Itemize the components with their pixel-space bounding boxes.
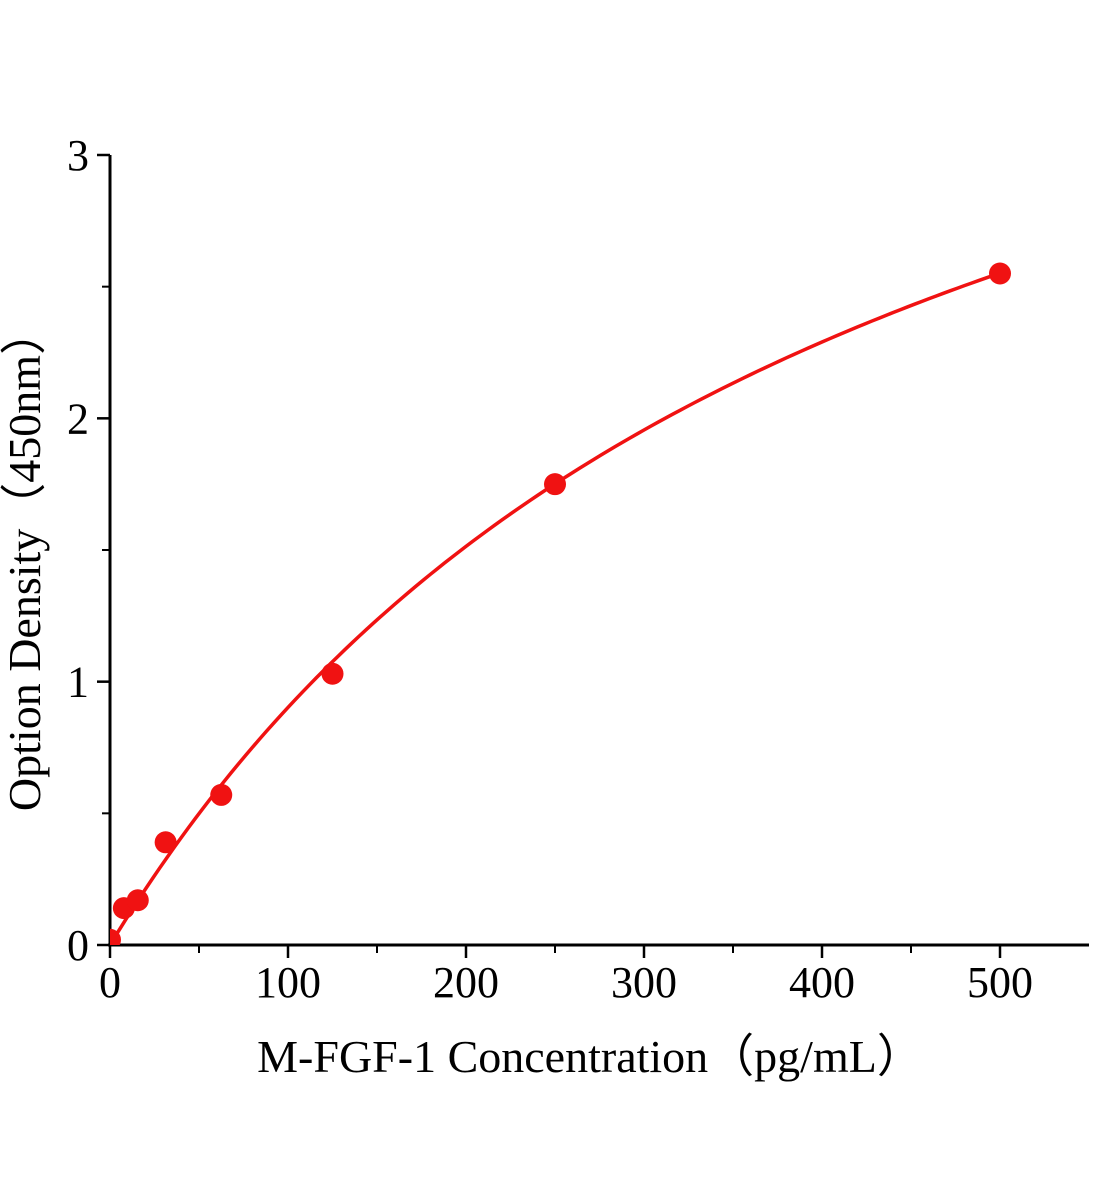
data-point (321, 662, 344, 685)
fit-curve-line (110, 271, 1002, 945)
data-point (110, 928, 121, 945)
y-axis-tick-label: 1 (67, 658, 89, 707)
y-axis-title: Option Density（450nm） (0, 309, 50, 811)
y-axis-tick-label: 2 (67, 394, 89, 443)
data-point (544, 473, 566, 496)
x-axis-tick-label: 200 (433, 958, 499, 1007)
y-axis-tick-label: 3 (67, 131, 89, 180)
data-point (210, 783, 233, 806)
x-axis-tick-label: 100 (255, 958, 321, 1007)
x-axis-title: M-FGF-1 Concentration（pg/mL） (257, 1031, 923, 1082)
data-point (154, 831, 177, 854)
tick-label-layer: 0 100 200 300 400 500 0 1 2 3 (67, 131, 1033, 1007)
x-axis-tick-label: 500 (967, 958, 1033, 1007)
fit-curve-layer (110, 271, 1002, 945)
data-point (989, 262, 1011, 285)
data-points-layer (110, 262, 1011, 945)
x-axis-tick-label: 300 (611, 958, 677, 1007)
x-axis-tick-label: 400 (789, 958, 855, 1007)
x-axis-tick-label: 0 (99, 958, 121, 1007)
y-axis-tick-label: 0 (67, 921, 89, 970)
axes-layer (97, 153, 1089, 958)
data-point (126, 889, 149, 912)
